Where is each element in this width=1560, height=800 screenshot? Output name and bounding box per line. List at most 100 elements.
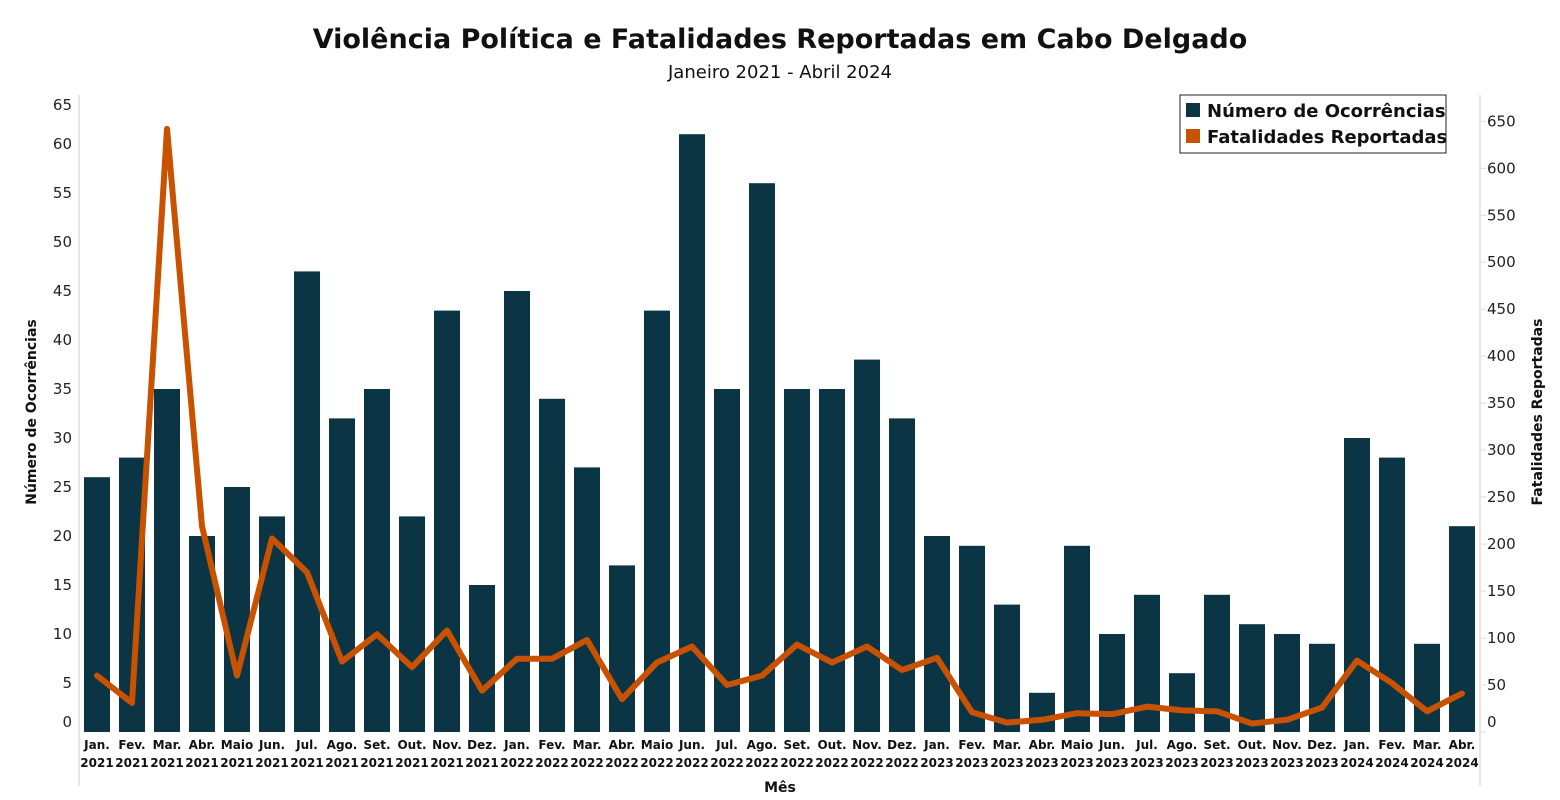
y2-tick-label: 200: [1487, 535, 1516, 553]
x-tick-year: 2022: [745, 756, 778, 770]
x-tick-month: Mar.: [153, 738, 182, 752]
x-tick-month: Dez.: [467, 738, 497, 752]
bar: [819, 389, 845, 732]
x-tick-year: 2024: [1340, 756, 1373, 770]
y-tick-label: 20: [53, 527, 72, 545]
bar: [924, 536, 950, 732]
x-tick-year: 2022: [675, 756, 708, 770]
chart-subtitle: Janeiro 2021 - Abril 2024: [667, 62, 892, 83]
y2-tick-label: 500: [1487, 253, 1516, 271]
bar: [784, 389, 810, 732]
bar: [1309, 643, 1335, 732]
y2-tick-label: 450: [1487, 300, 1516, 318]
x-tick-month: Out.: [397, 738, 426, 752]
x-tick-year: 2021: [325, 756, 358, 770]
bar: [889, 418, 915, 732]
x-tick-month: Ago.: [327, 738, 358, 752]
x-tick-year: 2024: [1410, 756, 1443, 770]
x-tick-year: 2022: [850, 756, 883, 770]
y2-tick-label: 350: [1487, 394, 1516, 412]
y2-tick-label: 600: [1487, 159, 1516, 177]
y-tick-label: 40: [53, 331, 72, 349]
x-tick-year: 2023: [1235, 756, 1268, 770]
x-tick-month: Jun.: [258, 738, 285, 752]
x-tick-month: Out.: [1237, 738, 1266, 752]
x-tick-month: Set.: [363, 738, 390, 752]
x-tick-year: 2023: [1060, 756, 1093, 770]
x-tick-month: Jul.: [715, 738, 738, 752]
y2-tick-label: 50: [1487, 676, 1506, 694]
y2-tick-label: 650: [1487, 112, 1516, 130]
x-tick-year: 2022: [570, 756, 603, 770]
bar: [259, 516, 285, 732]
x-tick-month: Jan.: [503, 738, 530, 752]
x-tick-year: 2023: [955, 756, 988, 770]
y-tick-label: 35: [53, 380, 72, 398]
y2-axis-label: Fatalidades Reportadas: [1530, 319, 1546, 506]
chart-title: Violência Política e Fatalidades Reporta…: [313, 24, 1248, 55]
x-tick-year: 2023: [1200, 756, 1233, 770]
x-tick-year: 2022: [500, 756, 533, 770]
x-tick-month: Jan.: [1343, 738, 1370, 752]
y2-tick-label: 400: [1487, 347, 1516, 365]
bar: [84, 477, 110, 732]
bar: [1064, 545, 1090, 732]
x-tick-month: Abr.: [609, 738, 636, 752]
y-tick-label: 45: [53, 282, 72, 300]
y-tick-label: 50: [53, 233, 72, 251]
bar: [224, 487, 250, 732]
bar: [1029, 692, 1055, 732]
x-tick-month: Jul.: [1135, 738, 1158, 752]
bar: [1344, 438, 1370, 732]
y-axis-label: Número de Ocorrências: [24, 319, 40, 505]
x-tick-month: Nov.: [432, 738, 462, 752]
x-tick-month: Ago.: [1167, 738, 1198, 752]
bar: [1414, 643, 1440, 732]
bar: [854, 359, 880, 732]
x-tick-year: 2021: [430, 756, 463, 770]
bar: [679, 134, 705, 732]
x-tick-month: Out.: [817, 738, 846, 752]
x-tick-month: Set.: [783, 738, 810, 752]
y-tick-label: 10: [53, 625, 72, 643]
y-tick-label: 60: [53, 135, 72, 153]
y-tick-label: 15: [53, 576, 72, 594]
x-tick-month: Ago.: [747, 738, 778, 752]
x-tick-month: Fev.: [118, 738, 145, 752]
bar: [1239, 624, 1265, 732]
x-tick-year: 2023: [920, 756, 953, 770]
y-tick-label: 0: [62, 713, 72, 731]
x-tick-month: Abr.: [1449, 738, 1476, 752]
y2-tick-label: 300: [1487, 441, 1516, 459]
x-tick-month: Fev.: [538, 738, 565, 752]
y2-tick-label: 0: [1487, 713, 1497, 731]
bar: [469, 585, 495, 732]
y2-tick-label: 550: [1487, 206, 1516, 224]
y2-tick-label: 250: [1487, 488, 1516, 506]
x-tick-month: Jan.: [83, 738, 110, 752]
x-tick-month: Fev.: [958, 738, 985, 752]
legend-swatch-bars: [1186, 103, 1200, 117]
bar: [364, 389, 390, 732]
x-tick-month: Nov.: [1272, 738, 1302, 752]
x-tick-year: 2021: [150, 756, 183, 770]
bar: [749, 183, 775, 732]
x-tick-year: 2023: [1095, 756, 1128, 770]
x-tick-year: 2022: [815, 756, 848, 770]
y-tick-label: 65: [53, 96, 72, 114]
x-tick-month: Dez.: [887, 738, 917, 752]
x-tick-year: 2022: [640, 756, 673, 770]
x-tick-year: 2024: [1445, 756, 1478, 770]
x-tick-year: 2021: [255, 756, 288, 770]
bar: [329, 418, 355, 732]
x-tick-year: 2023: [1165, 756, 1198, 770]
fatalities-line: [94, 125, 1465, 727]
x-tick-month: Maio: [1061, 738, 1093, 752]
x-tick-year: 2021: [115, 756, 148, 770]
bar: [399, 516, 425, 732]
y-tick-label: 25: [53, 478, 72, 496]
x-tick-year: 2023: [1305, 756, 1338, 770]
x-tick-month: Abr.: [189, 738, 216, 752]
x-tick-month: Jul.: [295, 738, 318, 752]
x-tick-month: Fev.: [1378, 738, 1405, 752]
